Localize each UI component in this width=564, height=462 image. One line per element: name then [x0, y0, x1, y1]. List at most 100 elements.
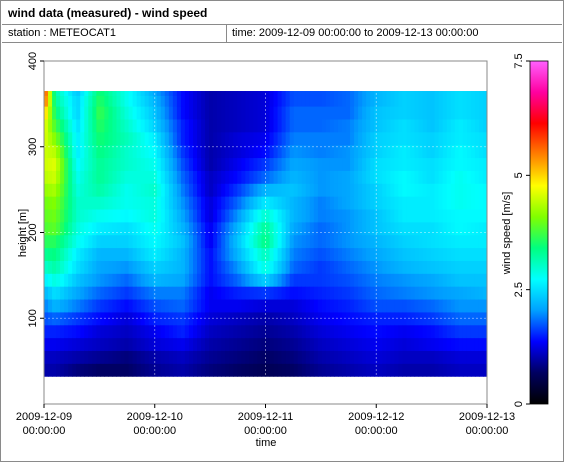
heatmap-cell	[426, 260, 432, 274]
heatmap-cell	[446, 337, 452, 351]
heatmap-cell	[197, 157, 202, 171]
heatmap-cell	[213, 144, 218, 159]
heatmap-cell	[422, 106, 428, 120]
heatmap-cell	[60, 247, 65, 261]
heatmap-cell	[386, 91, 391, 96]
heatmap-cell	[241, 157, 246, 171]
heatmap-cell	[201, 247, 206, 261]
heatmap-cell	[96, 183, 101, 197]
heatmap-cell	[434, 170, 440, 184]
heatmap-cell	[168, 298, 174, 313]
heatmap-cell	[386, 183, 391, 197]
heatmap-cell	[418, 298, 424, 313]
heatmap-cell	[366, 144, 371, 159]
heatmap-cell	[193, 157, 198, 171]
heatmap-cell	[225, 95, 230, 107]
heatmap-cell	[241, 221, 246, 236]
heatmap-cell	[418, 286, 424, 300]
heatmap-cell	[112, 95, 118, 107]
heatmap-cell	[241, 95, 246, 107]
heatmap-cell	[346, 183, 351, 197]
heatmap-cell	[317, 234, 323, 249]
heatmap-cell	[116, 106, 122, 120]
heatmap-cell	[474, 118, 480, 133]
heatmap-cell	[273, 298, 279, 313]
heatmap-cell	[160, 311, 166, 326]
heatmap-cell	[229, 286, 234, 300]
heatmap-cell	[273, 286, 279, 300]
heatmap-cell	[285, 273, 291, 287]
heatmap-cell	[482, 337, 487, 351]
heatmap-cell	[156, 273, 162, 287]
heatmap-cell	[337, 337, 343, 351]
heatmap-cell	[205, 311, 210, 326]
heatmap-cell	[184, 131, 190, 146]
heatmap-cell	[362, 234, 367, 249]
heatmap-cell	[72, 337, 77, 351]
heatmap-cell	[108, 95, 114, 107]
heatmap-cell	[321, 363, 327, 377]
heatmap-cell	[313, 208, 319, 223]
heatmap-cell	[462, 144, 468, 159]
heatmap-cell	[205, 324, 210, 339]
heatmap-cell	[382, 337, 387, 351]
heatmap-cell	[382, 183, 387, 197]
heatmap-cell	[88, 221, 93, 236]
heatmap-cell	[309, 247, 315, 261]
heatmap-cell	[434, 196, 440, 210]
heatmap-cell	[450, 106, 456, 120]
heatmap-cell	[100, 118, 106, 133]
heatmap-cell	[88, 260, 93, 274]
heatmap-cell	[241, 260, 246, 274]
heatmap-cell	[180, 106, 186, 120]
heatmap-cell	[434, 247, 440, 261]
heatmap-cell	[410, 337, 416, 351]
heatmap-cell	[313, 298, 319, 313]
heatmap-cell	[76, 234, 81, 249]
heatmap-cell	[144, 95, 150, 107]
heatmap-cell	[257, 221, 263, 236]
heatmap-cell	[80, 260, 85, 274]
heatmap-cell	[104, 157, 110, 171]
heatmap-cell	[92, 286, 97, 300]
heatmap-cell	[321, 196, 327, 210]
heatmap-cell	[466, 221, 472, 236]
heatmap-cell	[281, 144, 287, 159]
heatmap-cell	[333, 234, 339, 249]
heatmap-cell	[462, 91, 468, 96]
heatmap-cell	[442, 157, 448, 171]
heatmap-cell	[293, 157, 299, 171]
heatmap-cell	[358, 91, 363, 96]
heatmap-cell	[156, 196, 162, 210]
heatmap-cell	[370, 350, 375, 364]
heatmap-cell	[285, 247, 291, 261]
heatmap-cell	[172, 350, 178, 364]
heatmap-cell	[144, 208, 150, 223]
heatmap-cell	[406, 247, 412, 261]
heatmap-cell	[124, 208, 130, 223]
heatmap-cell	[333, 144, 339, 159]
heatmap-cell	[297, 363, 303, 377]
heatmap-cell	[309, 157, 315, 171]
heatmap-cell	[140, 363, 146, 377]
heatmap-cell	[474, 260, 480, 274]
heatmap-cell	[180, 95, 186, 107]
heatmap-cell	[108, 91, 114, 96]
heatmap-cell	[205, 221, 210, 236]
heatmap-cell	[482, 363, 487, 377]
heatmap-cell	[418, 363, 424, 377]
heatmap-cell	[378, 183, 383, 197]
heatmap-cell	[406, 157, 412, 171]
heatmap-cell	[434, 337, 440, 351]
heatmap-cell	[313, 273, 319, 287]
heatmap-cell	[269, 106, 275, 120]
heatmap-cell	[116, 324, 122, 339]
heatmap-cell	[108, 298, 114, 313]
heatmap-cell	[450, 131, 456, 146]
heatmap-cell	[317, 131, 323, 146]
heatmap-cell	[325, 221, 331, 236]
heatmap-cell	[273, 95, 279, 107]
heatmap-cell	[354, 298, 359, 313]
heatmap-cell	[104, 118, 110, 133]
heatmap-cell	[197, 286, 202, 300]
